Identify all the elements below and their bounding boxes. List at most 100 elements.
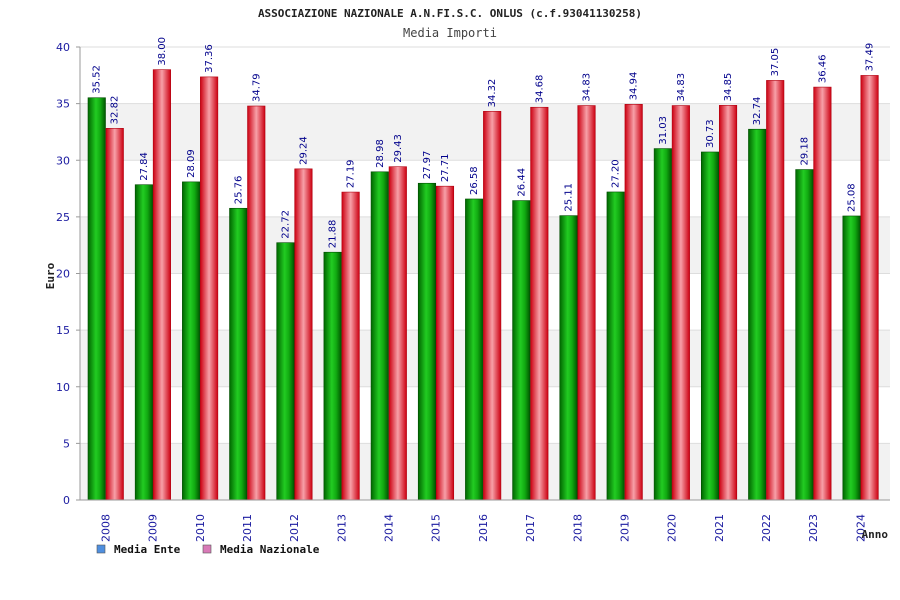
bar-media-ente-2017 [512, 200, 531, 501]
legend: Media Ente Media Nazionale [96, 543, 320, 556]
x-axis-ticks: 2008 2009 2010 2011 2012 2013 2014 2015 2016 2017… [100, 514, 868, 542]
bar-media-nazionale-2015 [435, 185, 455, 501]
x-tick-label: 2008 [100, 514, 113, 542]
data-label: 27.20 [611, 159, 622, 188]
bar-media-nazionale-2019 [624, 104, 643, 501]
data-label: 34.94 [629, 72, 640, 101]
bar-media-ente-2018 [559, 215, 578, 501]
data-label: 34.68 [534, 75, 545, 104]
x-tick-label: 2010 [194, 514, 207, 542]
x-tick-label: 2016 [477, 514, 490, 542]
x-tick-label: 2012 [288, 514, 301, 542]
x-tick-label: 2020 [666, 514, 679, 542]
data-label: 37.36 [204, 44, 215, 73]
data-label: 25.76 [233, 176, 244, 205]
legend-label-media-nazionale: Media Nazionale [220, 543, 320, 556]
bar-media-ente-2023 [795, 169, 814, 501]
y-tick-label: 30 [56, 154, 70, 167]
bar-media-ente-2014 [370, 171, 389, 501]
y-tick-label: 15 [56, 324, 70, 337]
data-label: 37.49 [865, 43, 876, 72]
bar-media-nazionale-2017 [530, 106, 549, 501]
data-label: 21.88 [328, 220, 339, 249]
y-tick-label: 35 [56, 98, 70, 111]
data-label: 22.72 [280, 210, 291, 239]
bar-media-ente-2022 [748, 128, 767, 501]
bar-media-nazionale-2016 [483, 111, 502, 501]
x-tick-label: 2018 [571, 514, 584, 542]
x-tick-label: 2017 [524, 514, 537, 542]
bar-media-nazionale-2012 [294, 168, 313, 501]
legend-swatch-media-nazionale [202, 544, 212, 554]
bar-media-nazionale-2018 [577, 105, 596, 501]
bar-media-ente-2016 [465, 198, 484, 501]
bar-media-nazionale-2024 [860, 75, 879, 501]
x-tick-label: 2023 [807, 514, 820, 542]
bar-media-ente-2020 [653, 148, 672, 501]
data-label: 26.58 [469, 166, 480, 195]
x-tick-label: 2013 [335, 514, 348, 542]
data-label: 26.44 [516, 168, 527, 197]
bar-media-nazionale-2021 [718, 105, 738, 501]
bar-media-ente-2019 [606, 191, 625, 501]
bar-media-nazionale-2014 [388, 166, 407, 501]
x-tick-label: 2019 [618, 514, 631, 542]
y-tick-label: 10 [56, 381, 70, 394]
data-label: 29.43 [393, 134, 404, 163]
data-label: 32.82 [110, 96, 121, 125]
bar-media-ente-2024 [842, 215, 861, 501]
bar-media-ente-2012 [276, 242, 295, 501]
bar-media-nazionale-2009 [152, 69, 171, 501]
data-label: 29.18 [799, 137, 810, 166]
data-label: 28.98 [375, 139, 386, 168]
y-tick-label: 0 [63, 494, 70, 507]
chart-title: ASSOCIAZIONE NAZIONALE A.N.FI.S.C. ONLUS… [258, 7, 642, 20]
y-axis-label: Euro [44, 262, 57, 289]
y-tick-label: 20 [56, 268, 70, 281]
chart-subtitle: Media Importi [403, 26, 497, 40]
bar-media-ente-2013 [323, 251, 342, 501]
x-tick-label: 2024 [854, 514, 867, 542]
legend-label-media-ente: Media Ente [114, 543, 181, 556]
x-tick-label: 2011 [241, 514, 254, 542]
data-label: 38.00 [157, 37, 168, 66]
x-tick-label: 2009 [147, 514, 160, 542]
bar-media-nazionale-2010 [200, 76, 219, 501]
data-label: 27.19 [346, 159, 357, 188]
x-tick-label: 2022 [760, 514, 773, 542]
bar-media-nazionale-2013 [341, 191, 360, 501]
y-tick-label: 5 [63, 437, 70, 450]
y-tick-label: 25 [56, 211, 70, 224]
data-label: 34.79 [251, 73, 262, 102]
y-tick-label: 40 [56, 41, 70, 54]
data-label: 37.05 [770, 48, 781, 77]
data-label: 30.73 [705, 119, 716, 148]
bar-media-ente-2010 [182, 181, 201, 501]
bar-media-ente-2009 [134, 184, 153, 501]
bar-media-ente-2021 [700, 151, 720, 501]
data-label: 31.03 [658, 116, 669, 145]
data-label: 34.85 [723, 73, 734, 102]
data-label: 25.11 [564, 183, 575, 212]
bars [87, 69, 879, 501]
x-tick-label: 2015 [430, 514, 443, 542]
data-label: 27.71 [440, 154, 451, 183]
bar-media-ente-2008 [87, 97, 106, 501]
bar-media-nazionale-2008 [105, 128, 124, 501]
data-label: 34.83 [582, 73, 593, 102]
data-label: 34.83 [676, 73, 687, 102]
data-label: 28.09 [186, 149, 197, 178]
bar-media-ente-2011 [229, 207, 248, 501]
data-label: 32.74 [752, 97, 763, 126]
legend-swatch-media-ente [96, 544, 106, 554]
bar-media-nazionale-2023 [813, 86, 832, 501]
bar-media-nazionale-2011 [247, 105, 266, 501]
y-axis-ticks: 0 5 10 15 20 25 30 35 40 [56, 41, 80, 507]
bar-media-nazionale-2022 [766, 80, 785, 501]
data-label: 35.52 [92, 65, 103, 94]
data-label: 27.97 [422, 151, 433, 180]
data-label: 25.08 [847, 183, 858, 212]
data-label: 36.46 [817, 54, 828, 83]
data-label: 27.84 [139, 152, 150, 181]
